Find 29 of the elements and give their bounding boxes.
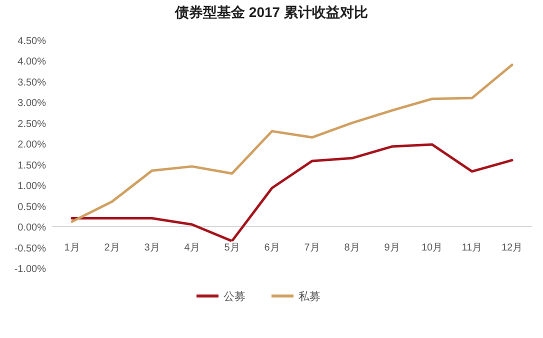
y-tick-label: 4.00% <box>18 56 46 68</box>
y-tick-label: 1.50% <box>18 160 46 172</box>
y-tick-label: 0.00% <box>18 222 46 234</box>
x-tick-label: 5月 <box>224 242 240 254</box>
x-tick-label: 2月 <box>104 242 120 254</box>
chart-title: 债券型基金 2017 累计收益对比 <box>174 4 368 20</box>
x-tick-label: 9月 <box>384 242 400 254</box>
y-tick-label: 3.00% <box>18 98 46 110</box>
y-tick-label: 4.50% <box>18 36 46 47</box>
x-tick-label: 8月 <box>344 242 360 254</box>
x-tick-label: 12月 <box>501 242 523 254</box>
line-series <box>70 143 514 242</box>
y-tick-label: 1.00% <box>18 181 46 192</box>
y-tick-label: 2.50% <box>18 118 46 130</box>
x-tick-label: 4月 <box>184 242 200 254</box>
legend-label: 私募 <box>298 290 320 303</box>
y-tick-label: 0.50% <box>18 202 46 213</box>
x-tick-label: 7月 <box>304 242 320 254</box>
x-tick-label: 1月 <box>64 242 80 254</box>
y-tick-label: 2.00% <box>18 140 46 151</box>
y-tick-label: -1.00% <box>14 264 46 275</box>
y-tick-label: 3.50% <box>18 77 46 88</box>
x-tick-label: 6月 <box>264 242 280 254</box>
x-tick-label: 3月 <box>144 242 160 254</box>
line-series <box>70 64 514 223</box>
x-tick-label: 11月 <box>462 242 482 254</box>
y-tick-label: -0.50% <box>14 243 46 254</box>
legend-label: 公募 <box>224 290 246 303</box>
x-tick-label: 10月 <box>421 242 443 254</box>
